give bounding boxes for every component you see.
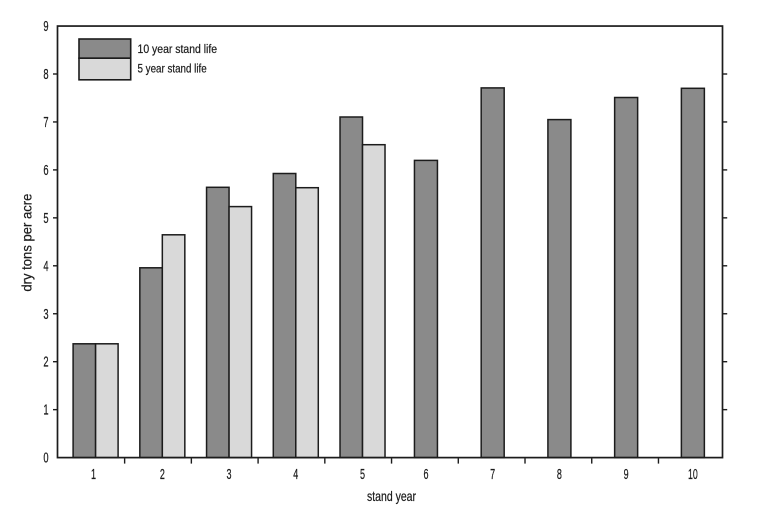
- svg-text:0: 0: [43, 451, 48, 467]
- svg-text:9: 9: [624, 467, 629, 483]
- svg-text:8: 8: [43, 67, 48, 83]
- svg-text:5 year stand life: 5 year stand life: [138, 62, 207, 76]
- svg-text:1: 1: [43, 403, 48, 419]
- svg-text:dry tons per acre: dry tons per acre: [19, 193, 35, 291]
- svg-text:2: 2: [160, 467, 165, 483]
- svg-text:2: 2: [43, 355, 48, 371]
- svg-text:3: 3: [227, 467, 232, 483]
- svg-text:1: 1: [91, 467, 96, 483]
- svg-text:4: 4: [293, 467, 298, 483]
- svg-text:stand year: stand year: [367, 488, 416, 504]
- svg-text:6: 6: [43, 163, 48, 179]
- svg-text:4: 4: [43, 259, 48, 275]
- svg-text:9: 9: [43, 19, 48, 35]
- svg-text:7: 7: [490, 467, 495, 483]
- svg-text:3: 3: [43, 307, 48, 323]
- svg-text:7: 7: [43, 115, 48, 131]
- svg-text:8: 8: [557, 467, 562, 483]
- svg-text:5: 5: [360, 467, 365, 483]
- svg-text:6: 6: [423, 467, 428, 483]
- svg-text:10 year stand life: 10 year stand life: [138, 42, 218, 56]
- svg-text:5: 5: [43, 211, 48, 227]
- svg-text:10: 10: [688, 467, 698, 483]
